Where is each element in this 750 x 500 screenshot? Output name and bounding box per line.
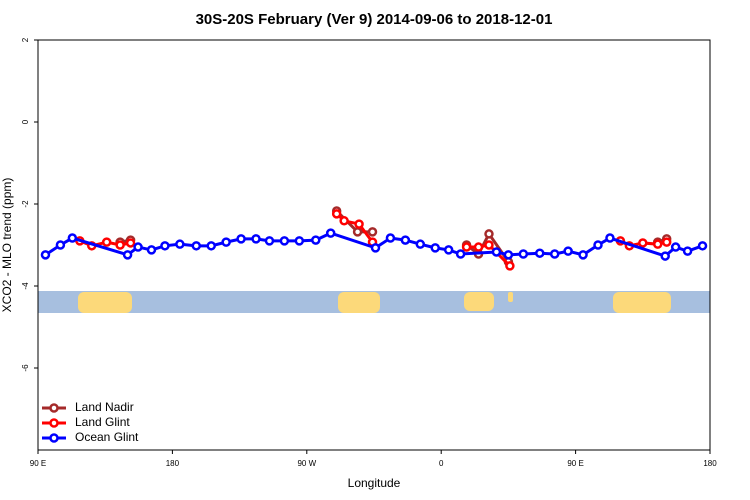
y-tick-label: -4 bbox=[21, 282, 30, 290]
data-point bbox=[55, 240, 66, 250]
data-point bbox=[354, 219, 364, 229]
y-tick-label: -6 bbox=[21, 364, 30, 372]
series-line bbox=[335, 212, 374, 244]
data-point bbox=[191, 241, 202, 251]
data-point bbox=[484, 229, 494, 239]
x-tick-label: 180 bbox=[166, 459, 180, 468]
data-point bbox=[473, 242, 484, 252]
data-point bbox=[652, 239, 663, 249]
data-point bbox=[461, 242, 472, 252]
data-point bbox=[67, 233, 78, 243]
data-point bbox=[325, 228, 336, 238]
legend-marker bbox=[49, 433, 59, 443]
data-point bbox=[697, 241, 708, 251]
data-point bbox=[206, 241, 216, 251]
y-tick-label: -2 bbox=[21, 200, 30, 208]
data-point bbox=[236, 234, 246, 244]
x-tick-label: 90 E bbox=[567, 459, 583, 468]
x-tick-label: 90 E bbox=[30, 459, 46, 468]
data-point bbox=[133, 242, 143, 252]
y-axis-label: XCO2 - MLO trend (ppm) bbox=[0, 178, 14, 313]
data-point bbox=[339, 216, 349, 226]
data-point bbox=[549, 249, 560, 259]
data-point bbox=[115, 240, 125, 250]
data-point bbox=[264, 236, 275, 246]
x-axis-label: Longitude bbox=[348, 476, 401, 490]
data-point bbox=[122, 250, 133, 260]
data-point bbox=[518, 249, 529, 259]
data-point bbox=[221, 237, 231, 247]
legend-marker bbox=[49, 403, 59, 413]
data-point bbox=[484, 240, 494, 250]
data-point bbox=[279, 236, 290, 246]
data-point bbox=[311, 235, 321, 245]
x-tick-label: 180 bbox=[703, 459, 717, 468]
data-point bbox=[40, 250, 51, 260]
data-point bbox=[415, 239, 426, 249]
data-point bbox=[505, 261, 515, 271]
data-point bbox=[638, 238, 648, 248]
data-point bbox=[443, 245, 454, 255]
data-point bbox=[605, 233, 615, 243]
data-point bbox=[352, 227, 363, 237]
x-tick-label: 0 bbox=[439, 459, 444, 468]
data-point bbox=[294, 236, 305, 246]
plot-frame bbox=[37, 39, 711, 451]
legend-marker bbox=[49, 418, 59, 428]
data-point bbox=[563, 246, 573, 256]
data-point bbox=[331, 209, 342, 219]
y-tick-label: 0 bbox=[21, 119, 30, 124]
x-tick-label: 90 W bbox=[297, 459, 316, 468]
data-point bbox=[146, 245, 157, 255]
data-point bbox=[430, 243, 440, 253]
data-point bbox=[503, 250, 514, 260]
data-point bbox=[125, 238, 136, 248]
data-point bbox=[578, 250, 588, 260]
data-point bbox=[660, 251, 670, 261]
data-point bbox=[175, 239, 185, 249]
data-point bbox=[455, 249, 466, 259]
data-point bbox=[400, 235, 411, 245]
data-point bbox=[160, 241, 170, 251]
legend-label: Land Glint bbox=[75, 415, 130, 429]
chart-title: 30S-20S February (Ver 9) 2014-09-06 to 2… bbox=[196, 11, 553, 28]
data-point bbox=[670, 242, 681, 252]
data-point bbox=[491, 247, 502, 257]
legend-label: Land Nadir bbox=[75, 400, 134, 414]
data-point bbox=[367, 227, 378, 237]
data-point bbox=[593, 240, 603, 250]
data-point bbox=[251, 234, 261, 244]
map-strip bbox=[38, 291, 710, 313]
data-point bbox=[661, 237, 672, 247]
legend-label: Ocean Glint bbox=[75, 430, 139, 444]
data-point bbox=[682, 246, 693, 256]
data-point bbox=[385, 233, 396, 243]
y-tick-label: 2 bbox=[21, 37, 30, 42]
data-point bbox=[370, 243, 381, 253]
data-point bbox=[535, 248, 545, 258]
data-point bbox=[101, 237, 112, 247]
